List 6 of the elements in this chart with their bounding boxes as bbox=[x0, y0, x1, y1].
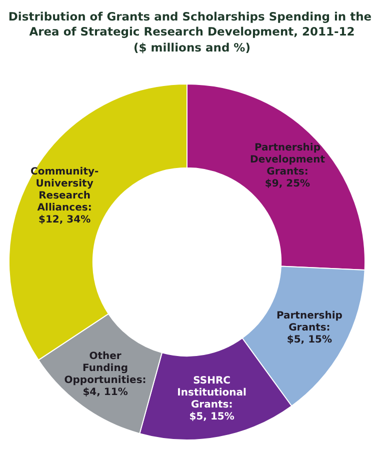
chart-title: Distribution of Grants and Scholarships Spending in the Area of Strategic Research Development, 2011-12 bbox=[8, 10, 376, 38]
chart-subtitle: ($ millions and %) bbox=[134, 40, 250, 54]
slice-label: Other Funding Opportunities: $4, 11% bbox=[64, 350, 146, 398]
slice-label: Partnership Development Grants: $9, 25% bbox=[250, 142, 326, 190]
slice-label: SSHRC Institutional Grants: $5, 15% bbox=[177, 375, 246, 422]
slice-label: Partnership Grants: $5, 15% bbox=[276, 310, 342, 346]
